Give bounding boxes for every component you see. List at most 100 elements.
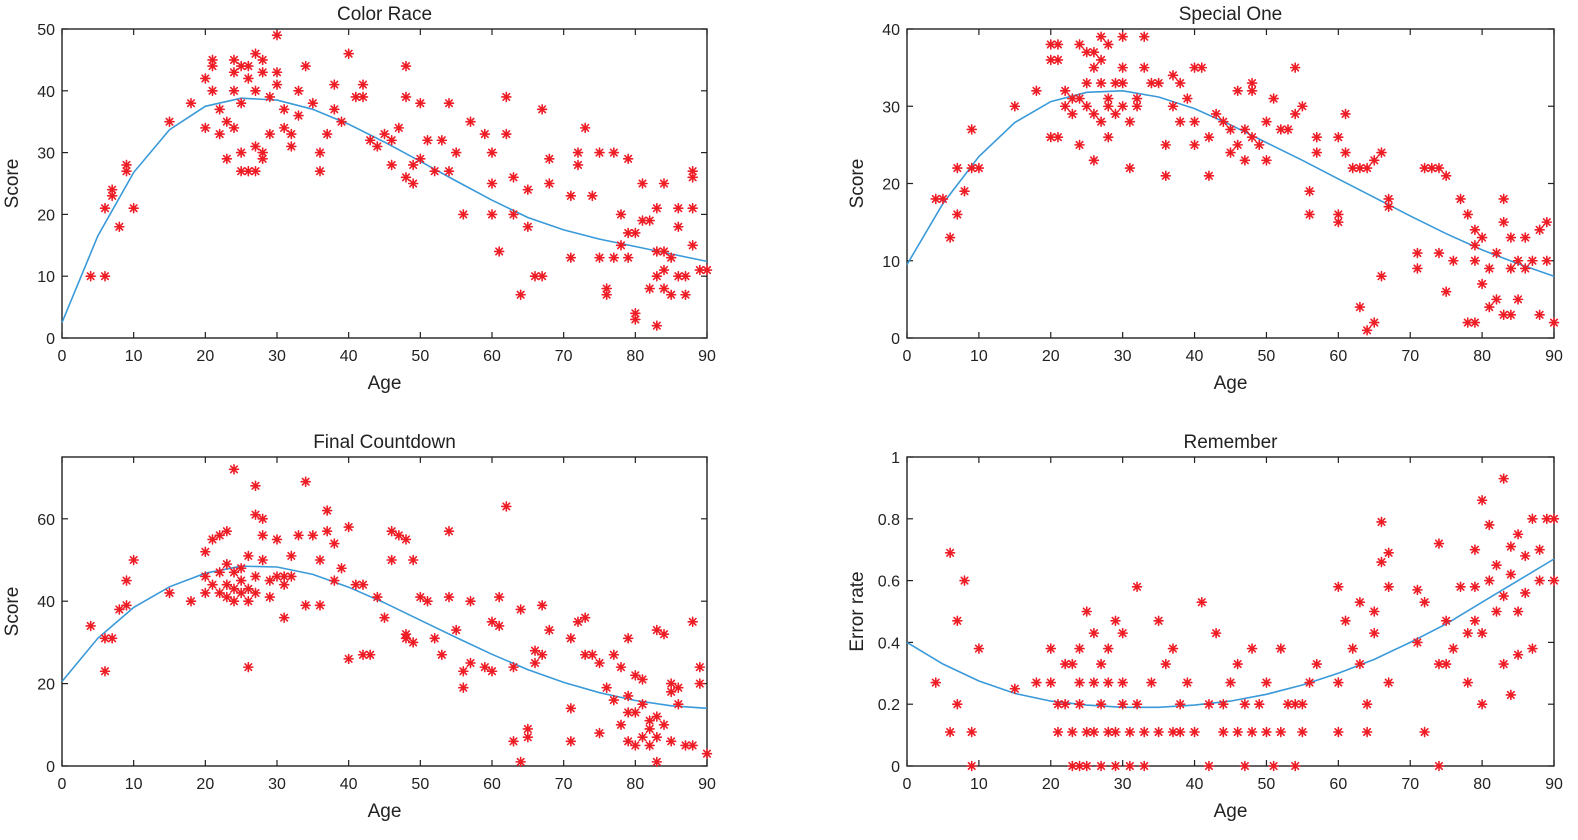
data-point [1433, 538, 1445, 549]
data-point [1218, 726, 1229, 738]
data-point [701, 264, 713, 276]
data-point [1512, 528, 1524, 540]
x-tick-label: 20 [1042, 776, 1060, 793]
data-point [1052, 39, 1064, 50]
data-point [1304, 185, 1315, 197]
data-point [1519, 550, 1531, 562]
data-point [644, 215, 655, 226]
data-point [522, 731, 534, 743]
data-point [121, 159, 132, 171]
data-point [1081, 760, 1093, 772]
data-point [264, 128, 276, 140]
data-point [286, 141, 297, 152]
y-tick-label: 20 [37, 677, 55, 694]
data-point [1189, 62, 1200, 73]
data-point [1412, 247, 1423, 259]
x-tick-label: 70 [1401, 348, 1419, 365]
data-point [1239, 124, 1251, 135]
data-point [630, 740, 641, 751]
data-point [1289, 62, 1301, 73]
data-point [687, 616, 698, 628]
data-point [1189, 116, 1200, 127]
data-point [228, 464, 240, 475]
data-point [1074, 643, 1085, 654]
data-point [1124, 760, 1136, 772]
data-point [250, 480, 261, 492]
data-point [1541, 513, 1553, 525]
data-point [1440, 658, 1452, 670]
data-point [508, 735, 519, 747]
data-point [673, 682, 684, 694]
data-point [293, 529, 304, 541]
x-axis-label: Age [1214, 373, 1248, 394]
data-point [343, 48, 354, 60]
chart-panel: 0 10 20 30 40 50 60 70 80 90 0 10 20 30 40 Special One A… [847, 4, 1563, 394]
y-tick-label: 0.6 [878, 574, 900, 591]
data-point [1462, 317, 1474, 328]
data-point [1505, 232, 1517, 243]
data-point [1059, 698, 1071, 710]
x-tick-label: 60 [483, 348, 501, 365]
data-point [1218, 698, 1229, 710]
data-point [278, 579, 290, 591]
data-point [651, 711, 663, 722]
data-point [343, 653, 354, 665]
data-point [1491, 559, 1502, 571]
data-point [1433, 760, 1445, 772]
data-point [343, 521, 354, 533]
data-point [680, 289, 691, 301]
data-point [386, 554, 397, 566]
data-point [214, 104, 225, 115]
data-point [1174, 726, 1186, 738]
data-point [1433, 247, 1445, 259]
data-point [651, 246, 663, 257]
data-point [121, 575, 132, 586]
x-axis-label: Age [1214, 801, 1248, 822]
data-point [235, 165, 247, 177]
data-point [329, 104, 340, 115]
data-point [1476, 627, 1488, 639]
data-point [493, 591, 505, 603]
data-point [944, 232, 956, 243]
x-tick-label: 40 [340, 348, 358, 365]
data-point [1081, 46, 1093, 58]
data-point [228, 122, 240, 134]
data-point [200, 122, 211, 134]
data-point [536, 600, 548, 611]
data-point [687, 240, 698, 251]
data-point [99, 202, 111, 214]
x-tick-label: 90 [1545, 348, 1563, 365]
data-point [508, 209, 519, 220]
data-point [278, 104, 290, 115]
data-point [1131, 698, 1143, 710]
x-tick-label: 10 [125, 348, 143, 365]
data-point [1512, 649, 1524, 661]
data-point [479, 661, 491, 673]
data-point [508, 661, 519, 673]
data-point [1512, 606, 1524, 617]
x-tick-label: 70 [555, 776, 573, 793]
data-point [1088, 155, 1100, 166]
data-point [522, 221, 534, 233]
data-point [1225, 677, 1236, 688]
data-point [1138, 31, 1150, 43]
y-tick-label: 10 [37, 269, 55, 286]
data-point [1052, 698, 1064, 710]
data-point [407, 554, 419, 566]
data-point [1045, 131, 1057, 143]
data-point [1088, 108, 1100, 120]
data-point [1419, 596, 1430, 608]
data-point [1261, 155, 1272, 166]
data-point [1469, 581, 1481, 593]
y-axis-label: Error rate [847, 571, 868, 651]
data-point [701, 748, 713, 759]
data-point [930, 193, 942, 205]
data-point [372, 591, 383, 603]
data-point [257, 513, 268, 525]
data-point [665, 289, 677, 301]
data-point [1131, 581, 1143, 593]
data-point [300, 476, 311, 488]
data-point [572, 616, 584, 628]
data-point [644, 723, 655, 735]
y-axis-label: Score [2, 159, 23, 209]
